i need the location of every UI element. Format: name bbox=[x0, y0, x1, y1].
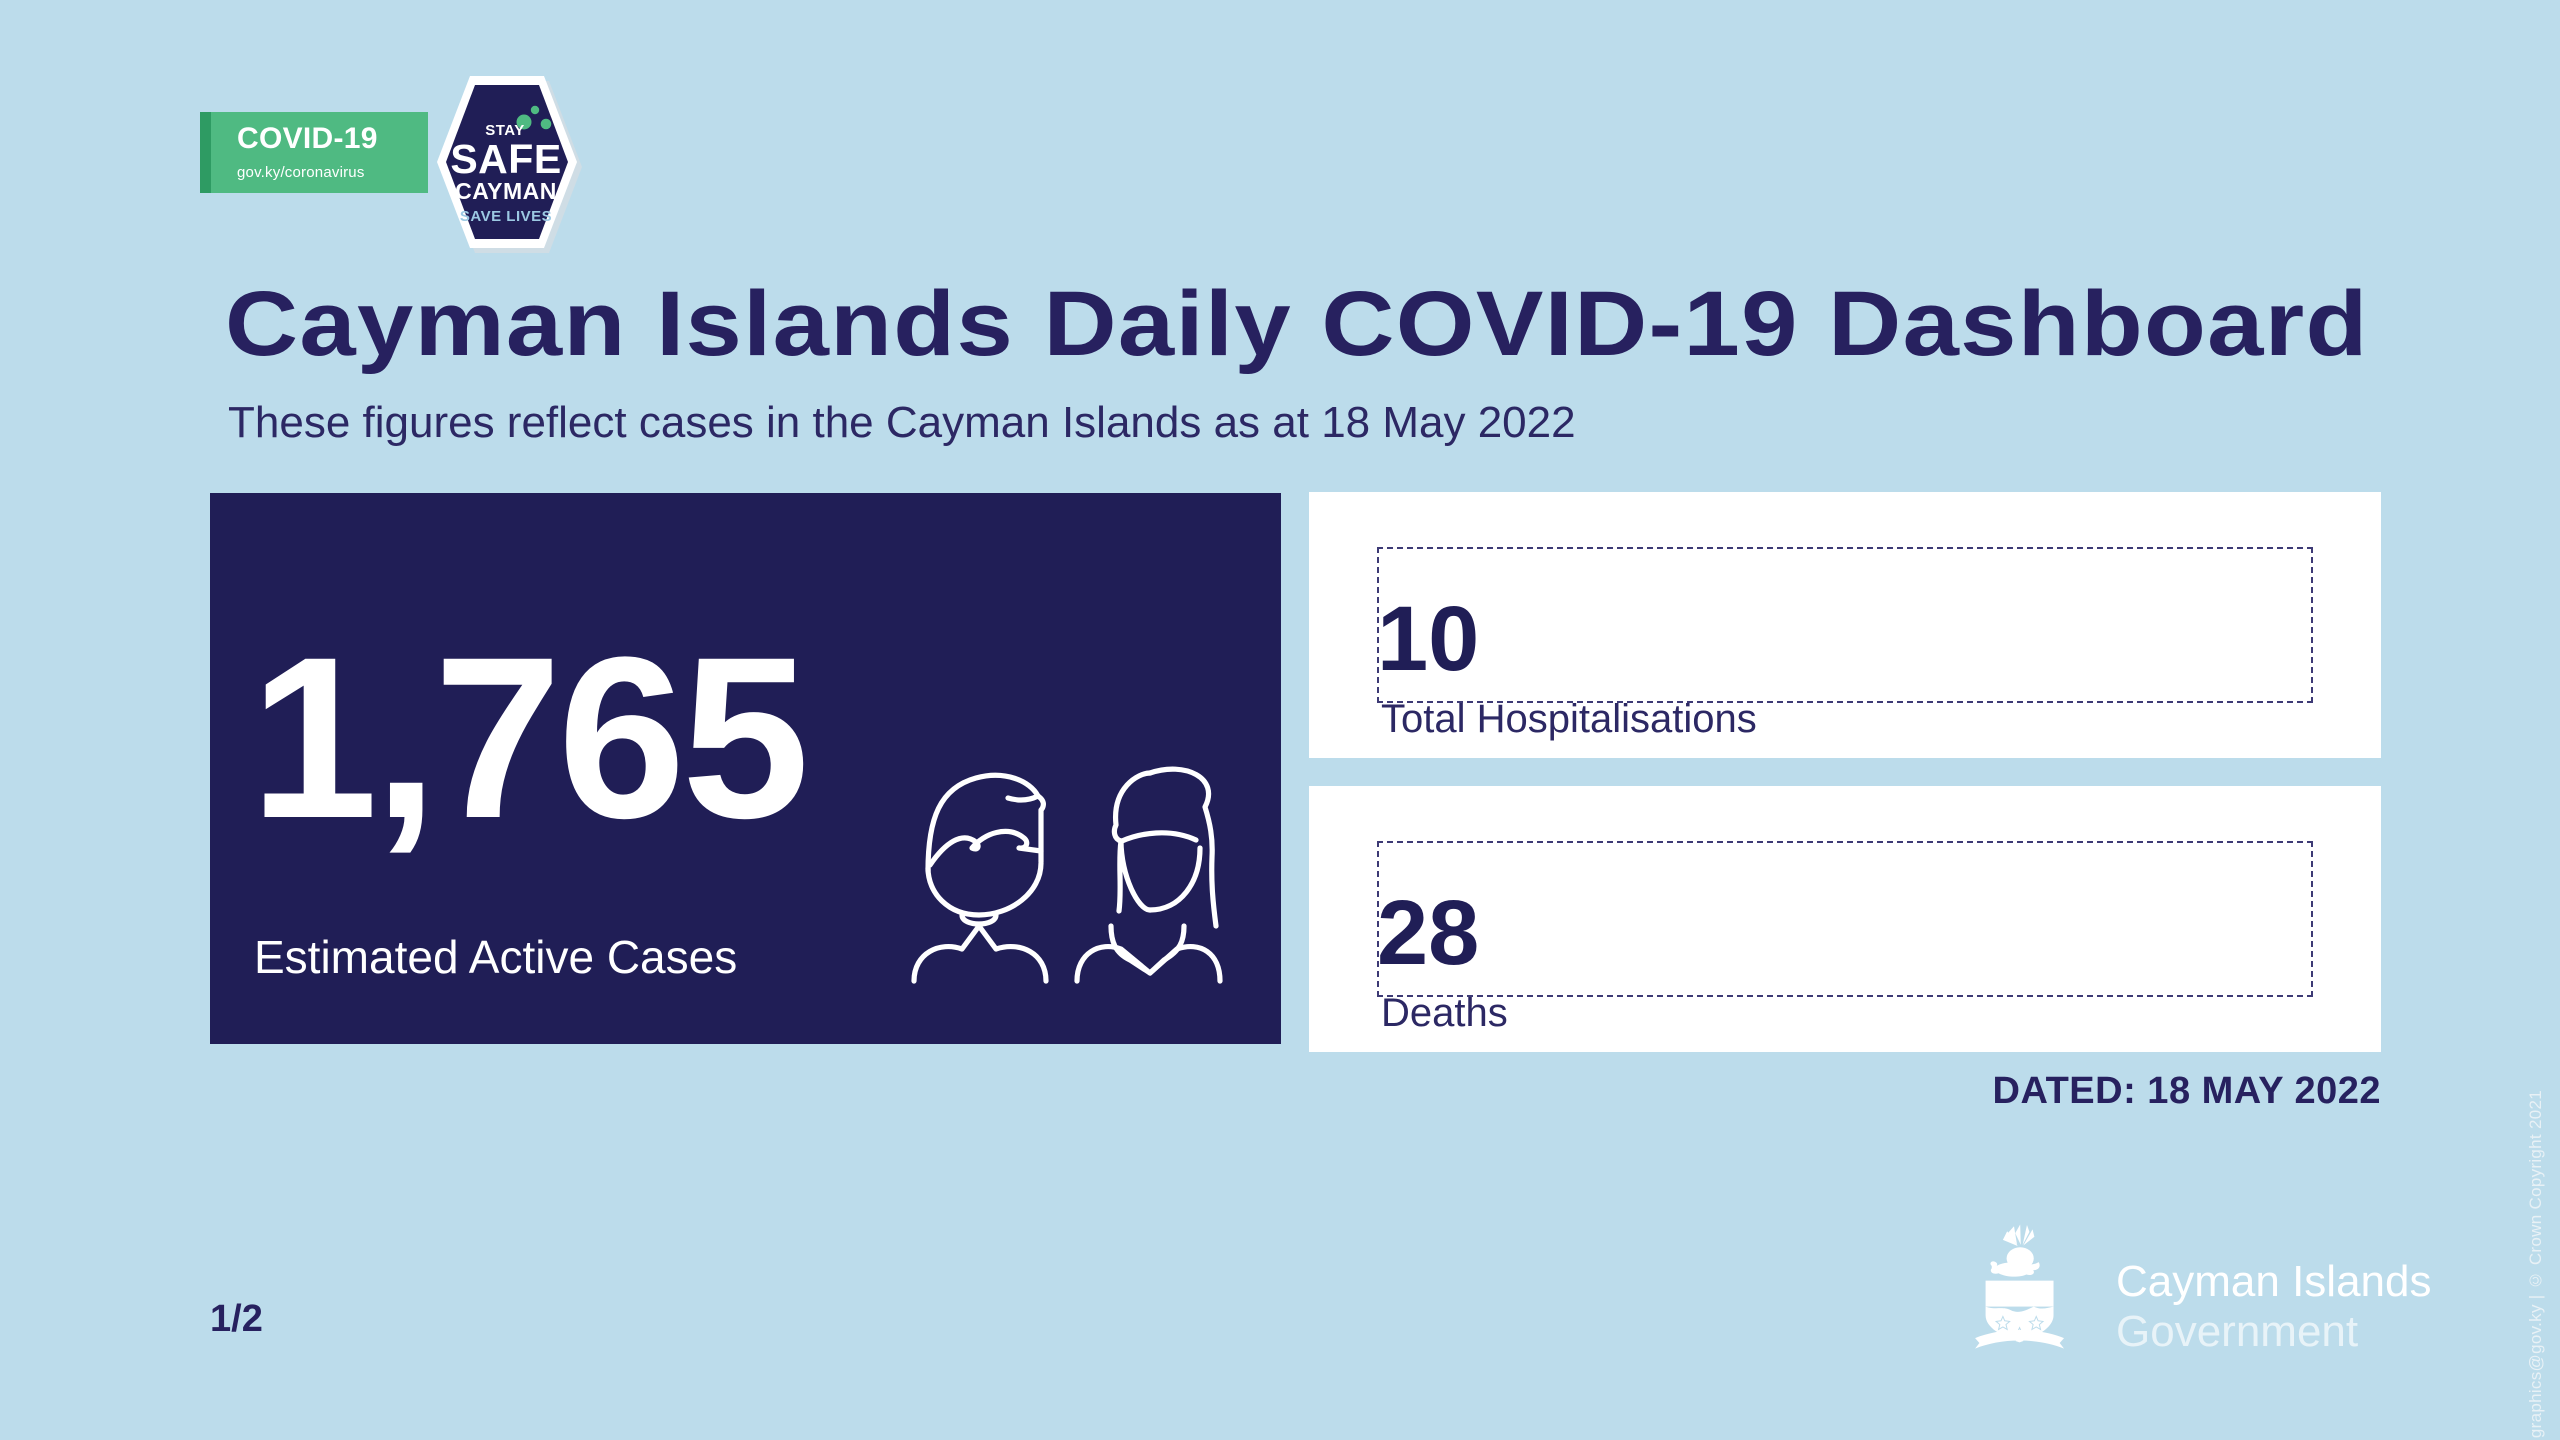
svg-text:SAFE: SAFE bbox=[450, 136, 561, 182]
svg-text:CAYMAN: CAYMAN bbox=[455, 178, 557, 204]
svg-text:SAVE LIVES: SAVE LIVES bbox=[460, 208, 552, 225]
